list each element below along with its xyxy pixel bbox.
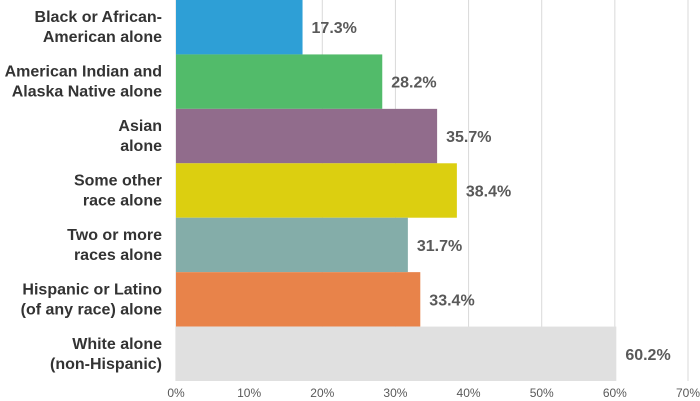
category-label-line: White alone [72,336,162,353]
bar [176,217,408,273]
value-labels: 17.3% 28.2% 35.7% 38.4% 31.7% 33.4% 60.2% [312,20,671,364]
category-labels: Black or African- American alone American … [5,9,163,373]
category-label-line: Two or more [67,227,162,244]
category-label-line: races alone [74,247,162,264]
data-label: 35.7% [446,129,491,146]
category-label-line: Asian [118,118,162,135]
category-label-line: Hispanic or Latino [22,281,162,298]
category-label-line: race alone [83,193,162,210]
category-label: Asian alone [118,118,162,155]
x-tick-label: 70% [676,386,700,400]
x-tick-label: 20% [310,386,334,400]
x-tick-label: 50% [530,386,554,400]
x-tick-label: 30% [383,386,407,400]
category-label-line: (of any race) alone [21,301,162,318]
category-label: White alone (non-Hispanic) [50,336,162,373]
bar [176,54,383,109]
category-label-line: alone [120,138,162,155]
x-tick-label: 40% [457,386,481,400]
category-label-line: American Indian and [5,64,162,81]
bar [176,0,303,55]
category-label-line: (non-Hispanic) [50,356,162,373]
data-label: 38.4% [466,184,511,201]
category-label: Black or African- American alone [35,9,163,46]
category-label: Two or more races alone [67,227,162,264]
category-label-line: Black or African- [35,9,162,26]
category-label-line: American alone [43,29,162,46]
category-label: Hispanic or Latino (of any race) alone [21,281,163,318]
data-label: 28.2% [391,75,436,92]
category-label-line: Alaska Native alone [12,84,162,101]
bar [176,108,438,164]
bar [176,163,457,218]
data-label: 17.3% [312,20,357,37]
bar [176,326,617,381]
x-tick-label: 60% [603,386,627,400]
x-axis-ticks: 0% 10% 20% 30% 40% 50% 60% 70% [167,386,700,400]
x-tick-label: 10% [237,386,261,400]
data-label: 60.2% [625,347,670,364]
category-label: Some other race alone [74,173,162,210]
data-label: 31.7% [417,238,462,255]
bars [176,0,617,381]
category-label-line: Some other [74,173,162,190]
x-tick-label: 0% [167,386,185,400]
category-label: American Indian and Alaska Native alone [5,64,162,101]
bar [176,272,421,327]
data-label: 33.4% [429,292,474,309]
